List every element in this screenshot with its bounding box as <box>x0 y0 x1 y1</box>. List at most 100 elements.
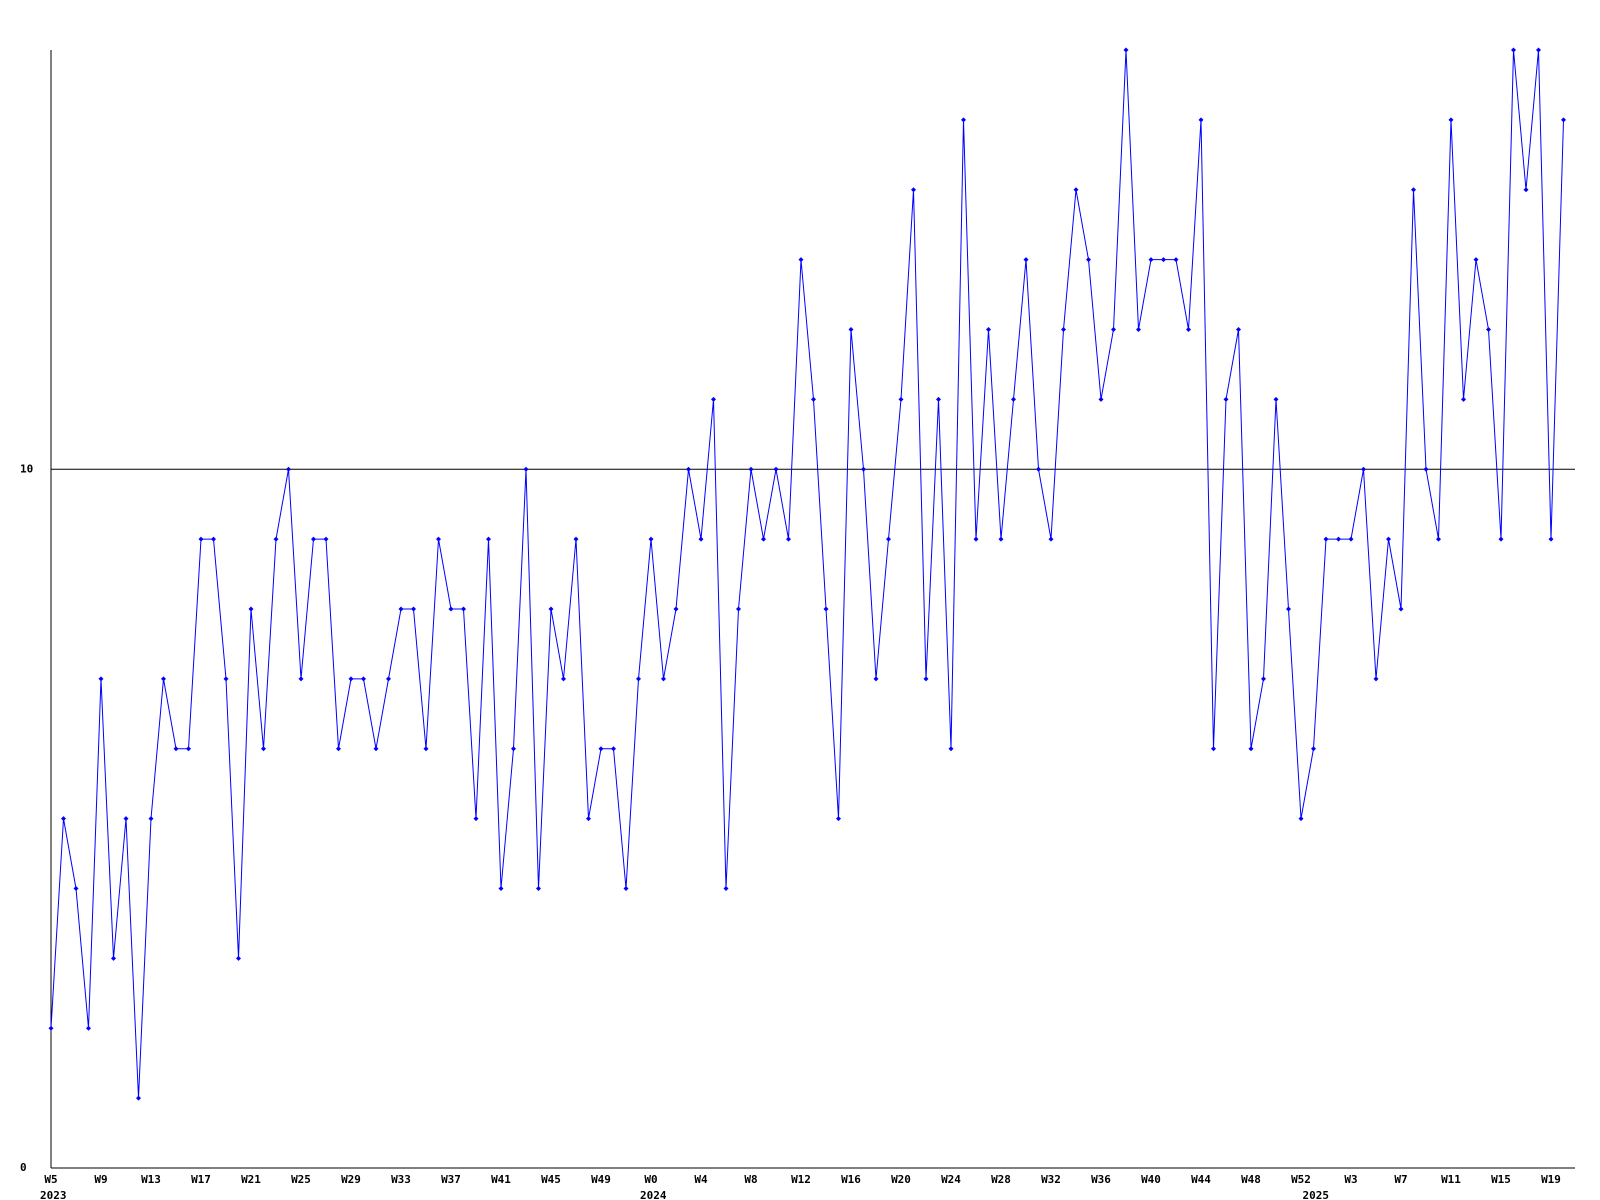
point <box>1473 257 1479 263</box>
x-tick-label: W8 <box>744 1173 757 1186</box>
point <box>861 466 866 472</box>
x-tick-label: W13 <box>141 1173 161 1186</box>
year-label: 2023 <box>40 1189 67 1200</box>
point <box>298 676 304 682</box>
point <box>1086 257 1091 263</box>
point <box>1398 606 1404 612</box>
point <box>1511 47 1516 53</box>
point <box>1336 536 1341 542</box>
point <box>936 396 941 402</box>
point <box>148 816 154 822</box>
point <box>898 396 904 402</box>
x-tick-label: W4 <box>694 1173 708 1186</box>
point <box>1211 746 1216 752</box>
point <box>836 816 841 822</box>
point <box>1436 536 1441 542</box>
point <box>723 886 729 891</box>
point <box>161 676 166 682</box>
point <box>86 1025 91 1031</box>
x-tick-label: W48 <box>1241 1173 1261 1186</box>
x-tick-label: W17 <box>191 1173 211 1186</box>
x-tick-label: W15 <box>1491 1173 1511 1186</box>
point <box>973 536 979 542</box>
point <box>986 327 991 332</box>
point <box>1011 396 1016 402</box>
point <box>461 606 466 612</box>
y-tick-label: 0 <box>20 1161 27 1174</box>
point <box>1111 327 1116 332</box>
point <box>661 676 666 682</box>
point <box>1136 327 1141 332</box>
point <box>186 746 191 752</box>
point <box>1223 396 1229 402</box>
point <box>348 676 354 682</box>
x-tick-label: W49 <box>591 1173 611 1186</box>
x-tick-label: W9 <box>94 1173 107 1186</box>
point <box>136 1095 141 1101</box>
point <box>1198 117 1204 123</box>
point <box>111 955 116 961</box>
point <box>536 886 541 891</box>
point <box>423 746 429 752</box>
x-tick-label: W52 <box>1291 1173 1311 1186</box>
point <box>486 536 491 542</box>
point <box>998 536 1004 542</box>
point <box>1361 466 1366 472</box>
point <box>1073 187 1079 193</box>
point <box>273 536 279 542</box>
point <box>173 746 179 752</box>
x-tick-label: W36 <box>1091 1173 1111 1186</box>
point <box>598 746 604 752</box>
point <box>411 606 416 612</box>
point <box>1123 47 1129 53</box>
point <box>623 886 629 891</box>
point <box>1523 187 1529 193</box>
x-tick-label: W25 <box>291 1173 311 1186</box>
point <box>523 466 529 472</box>
point <box>123 816 129 822</box>
point <box>1548 536 1554 542</box>
x-tick-label: W20 <box>891 1173 911 1186</box>
point <box>398 606 404 612</box>
point <box>1411 187 1416 193</box>
point <box>1186 327 1191 332</box>
point <box>798 257 804 263</box>
point <box>211 536 216 542</box>
x-tick-label: W44 <box>1191 1173 1211 1186</box>
point <box>223 676 229 682</box>
point <box>1348 536 1354 542</box>
x-tick-label: W37 <box>441 1173 461 1186</box>
point <box>48 1025 54 1031</box>
x-tick-label: W32 <box>1041 1173 1061 1186</box>
x-tick-label: W33 <box>391 1173 411 1186</box>
point <box>336 746 341 752</box>
point <box>436 536 441 542</box>
point <box>1148 257 1154 263</box>
point <box>73 886 79 891</box>
point <box>761 536 766 542</box>
point <box>323 536 329 542</box>
point <box>1423 466 1429 472</box>
x-tick-label: W11 <box>1441 1173 1461 1186</box>
point <box>911 187 916 193</box>
point <box>448 606 454 612</box>
point <box>1286 606 1291 612</box>
point <box>1236 327 1241 332</box>
point <box>98 676 104 682</box>
x-tick-label: W3 <box>1344 1173 1357 1186</box>
point <box>1323 536 1329 542</box>
x-tick-label: W0 <box>644 1173 657 1186</box>
y-tick-label: 10 <box>20 462 33 475</box>
point <box>548 606 554 612</box>
point <box>561 676 566 682</box>
point <box>923 676 929 682</box>
point <box>886 536 891 542</box>
point <box>711 396 716 402</box>
point <box>948 746 954 752</box>
x-tick-label: W7 <box>1394 1173 1407 1186</box>
point <box>673 606 679 612</box>
point <box>873 676 879 682</box>
point <box>736 606 741 612</box>
year-label: 2025 <box>1303 1189 1330 1200</box>
